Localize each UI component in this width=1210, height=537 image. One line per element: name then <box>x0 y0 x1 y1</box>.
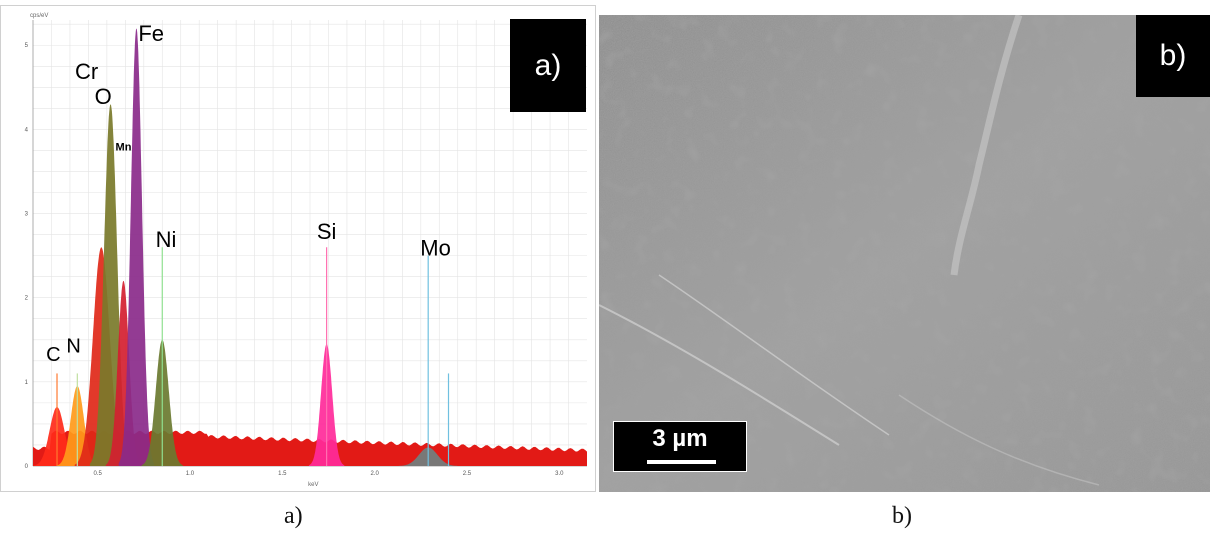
element-label-ni: Ni <box>156 227 177 252</box>
element-label-c: C <box>46 344 60 366</box>
element-label-fe: Fe <box>138 21 164 46</box>
sem-scratch <box>658 274 890 436</box>
peak-fe <box>118 28 155 467</box>
y-tick-label: 1 <box>25 380 29 386</box>
sem-texture <box>599 15 1210 492</box>
y-tick-label: 4 <box>25 127 29 133</box>
y-axis-unit: cps/eV <box>30 13 48 19</box>
caption-b: b) <box>892 503 912 529</box>
sem-scratch <box>898 394 1100 486</box>
x-axis-unit: keV <box>308 482 318 488</box>
element-label-n: N <box>66 335 80 357</box>
scale-bar-label: 3 µm <box>652 425 708 452</box>
x-tick-label: 3.0 <box>555 471 564 477</box>
sem-ridge <box>950 15 1023 276</box>
eds-spectrum-panel: cps/eV keV 0 1 2 3 4 5 0.5 1.0 1.5 2.0 2.5 3.0 C N O Cr Mn… <box>0 5 596 492</box>
x-tick-label: 2.0 <box>370 471 379 477</box>
panel-b-label: b) <box>1136 15 1210 97</box>
scale-bar-box: 3 µm <box>613 421 747 472</box>
y-tick-label: 2 <box>25 296 29 302</box>
y-tick-label: 5 <box>25 43 29 49</box>
element-label-cr: Cr <box>75 59 98 84</box>
panel-a-label: a) <box>510 19 586 112</box>
y-tick-label: 0 <box>25 464 29 470</box>
x-tick-label: 2.5 <box>463 471 472 477</box>
element-label-o: O <box>95 84 112 109</box>
sem-micrograph-image <box>599 15 1210 492</box>
sem-micrograph-panel: 3 µm b) <box>599 15 1210 492</box>
caption-a: a) <box>284 503 303 529</box>
element-label-si: Si <box>317 219 337 244</box>
element-label-mn: Mn <box>116 141 132 153</box>
x-tick-label: 1.0 <box>186 471 195 477</box>
element-label-mo: Mo <box>420 236 451 261</box>
x-tick-label: 0.5 <box>93 471 102 477</box>
sem-scratch <box>599 304 840 446</box>
scale-bar-line <box>647 460 716 464</box>
y-tick-label: 3 <box>25 212 29 218</box>
eds-spectrum-chart: cps/eV keV 0 1 2 3 4 5 0.5 1.0 1.5 2.0 2.5 3.0 C N OCr Mn… <box>25 13 587 488</box>
x-tick-label: 1.5 <box>278 471 287 477</box>
